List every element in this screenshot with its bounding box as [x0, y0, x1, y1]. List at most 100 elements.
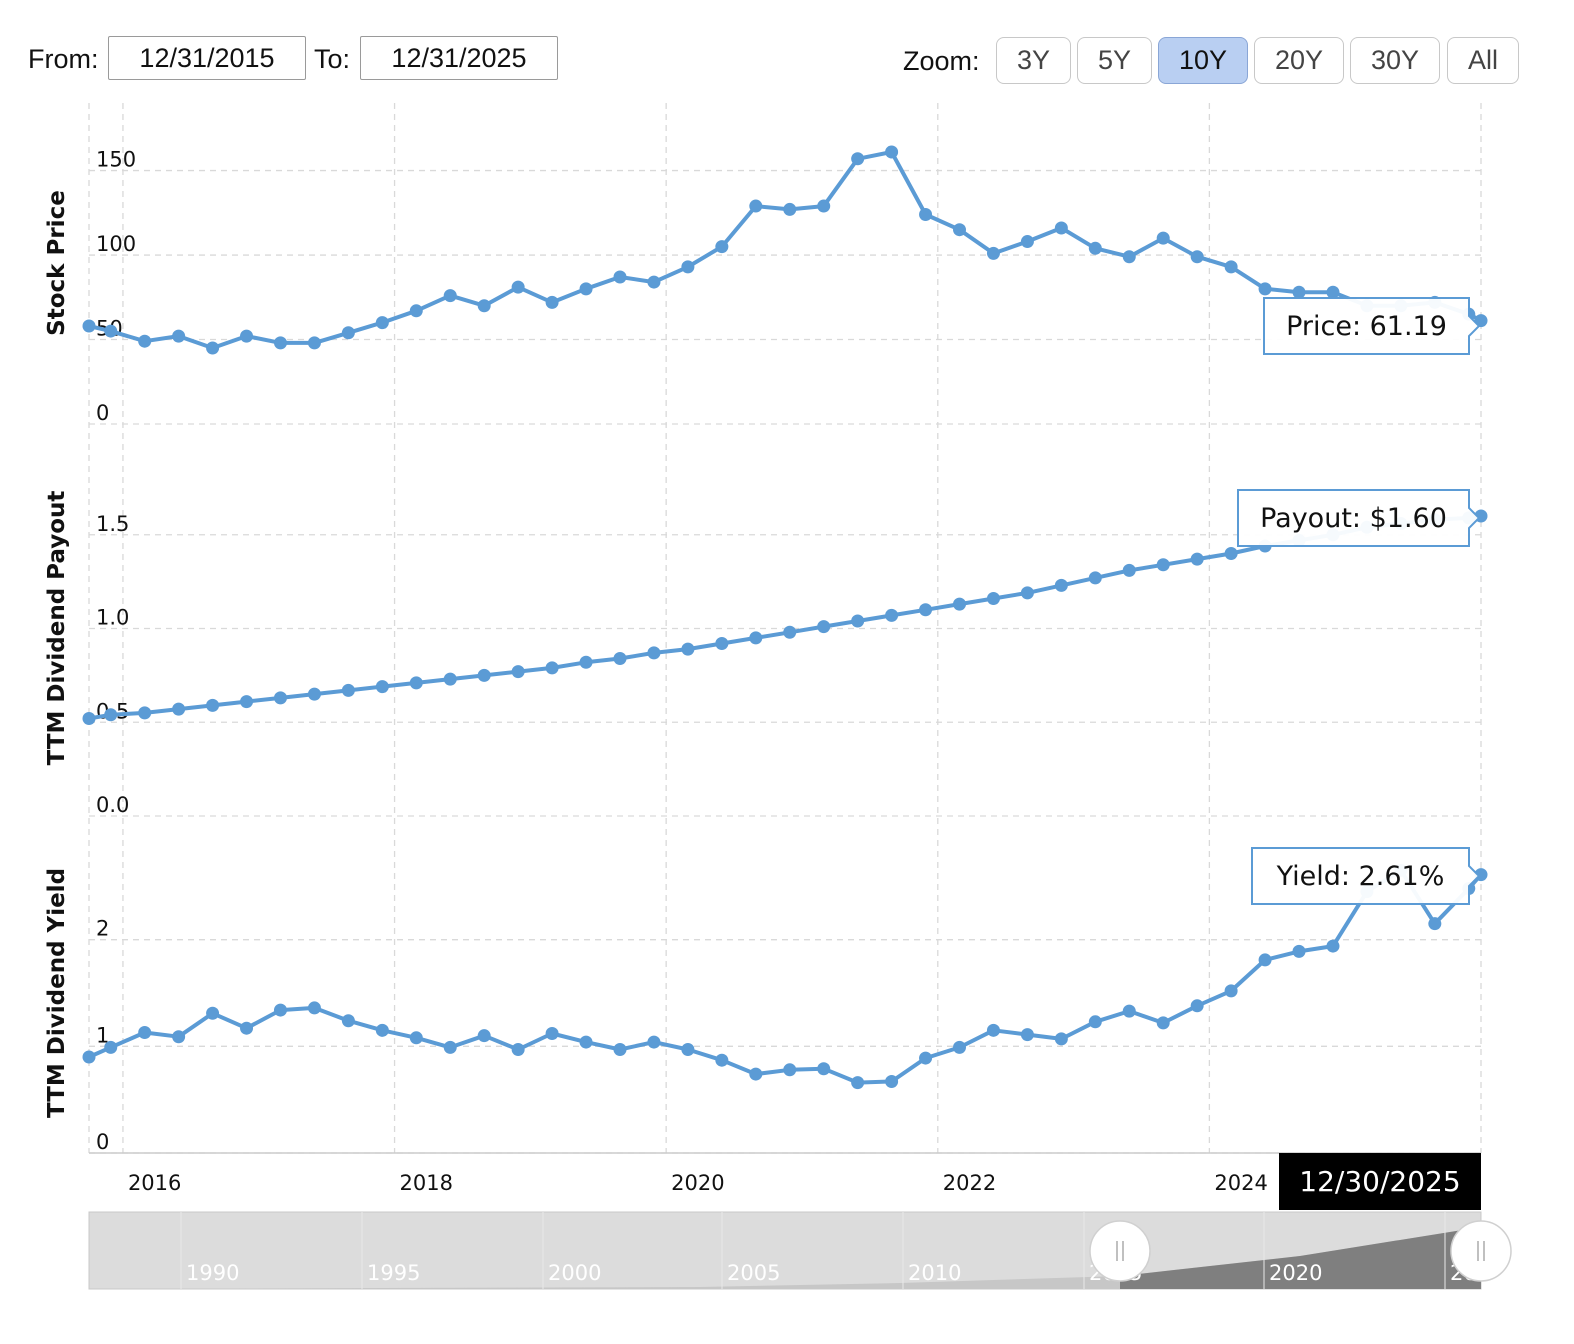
data-point[interactable]	[240, 329, 254, 343]
data-point[interactable]	[681, 1043, 695, 1057]
data-point[interactable]	[206, 698, 220, 712]
data-point[interactable]	[749, 631, 763, 645]
data-point[interactable]	[206, 1006, 220, 1020]
data-point[interactable]	[783, 625, 797, 639]
data-point[interactable]	[1224, 547, 1238, 560]
data-point[interactable]	[749, 199, 763, 213]
data-point[interactable]	[443, 289, 457, 303]
zoom-5y-button[interactable]: 5Y	[1077, 37, 1152, 84]
data-point[interactable]	[409, 304, 423, 318]
data-point[interactable]	[1224, 260, 1238, 274]
data-point[interactable]	[885, 608, 899, 622]
data-point[interactable]	[273, 1003, 287, 1017]
data-point[interactable]	[715, 240, 729, 254]
data-point[interactable]	[1020, 235, 1034, 249]
data-point[interactable]	[1156, 1016, 1170, 1030]
data-point[interactable]	[953, 597, 967, 611]
data-point[interactable]	[986, 592, 1000, 605]
data-point[interactable]	[206, 341, 220, 355]
data-point[interactable]	[240, 1021, 254, 1035]
data-point[interactable]	[817, 1062, 831, 1076]
data-point[interactable]	[511, 1043, 525, 1057]
data-point[interactable]	[986, 1023, 1000, 1037]
to-date-input[interactable]: 12/31/2025	[360, 36, 558, 80]
data-point[interactable]	[409, 1031, 423, 1045]
zoom-3y-button[interactable]: 3Y	[996, 37, 1071, 84]
data-point[interactable]	[953, 223, 967, 237]
data-point[interactable]	[885, 145, 899, 159]
data-point[interactable]	[545, 661, 559, 675]
data-point[interactable]	[1088, 241, 1102, 255]
data-point[interactable]	[715, 637, 729, 650]
data-point[interactable]	[1122, 250, 1136, 264]
data-point[interactable]	[273, 336, 287, 350]
data-point[interactable]	[647, 646, 661, 660]
data-point[interactable]	[1020, 586, 1034, 600]
data-point[interactable]	[307, 1001, 321, 1015]
data-point[interactable]	[953, 1040, 967, 1054]
data-point[interactable]	[1088, 1015, 1102, 1029]
data-point[interactable]	[579, 655, 593, 669]
data-point[interactable]	[1292, 285, 1306, 299]
data-point[interactable]	[647, 275, 661, 289]
data-point[interactable]	[545, 1027, 559, 1041]
data-point[interactable]	[1326, 285, 1340, 299]
data-point[interactable]	[443, 1040, 457, 1054]
zoom-20y-button[interactable]: 20Y	[1254, 37, 1344, 84]
data-point[interactable]	[511, 280, 525, 294]
data-point[interactable]	[375, 316, 389, 330]
data-point[interactable]	[240, 695, 254, 709]
data-point[interactable]	[1190, 250, 1204, 264]
data-point[interactable]	[1224, 984, 1238, 998]
data-point[interactable]	[885, 1075, 899, 1089]
data-point[interactable]	[579, 1035, 593, 1049]
data-point[interactable]	[1258, 953, 1272, 967]
data-point[interactable]	[138, 334, 152, 348]
data-point[interactable]	[477, 668, 491, 682]
data-point[interactable]	[1122, 563, 1136, 577]
data-point[interactable]	[104, 708, 118, 722]
data-point[interactable]	[1088, 571, 1102, 585]
data-point[interactable]	[273, 691, 287, 705]
data-point[interactable]	[851, 1076, 865, 1090]
data-point[interactable]	[443, 672, 457, 686]
data-point[interactable]	[1156, 231, 1170, 245]
data-point[interactable]	[1190, 552, 1204, 566]
data-point[interactable]	[919, 208, 933, 222]
data-point[interactable]	[919, 603, 933, 617]
data-point[interactable]	[477, 299, 491, 313]
data-point[interactable]	[375, 680, 389, 694]
data-point[interactable]	[375, 1023, 389, 1037]
handle-knob[interactable]	[1089, 1220, 1151, 1282]
data-point[interactable]	[545, 295, 559, 309]
data-point[interactable]	[1292, 944, 1306, 958]
data-point[interactable]	[919, 1051, 933, 1065]
data-point[interactable]	[715, 1053, 729, 1067]
data-point[interactable]	[613, 1043, 627, 1057]
data-point[interactable]	[172, 1030, 186, 1044]
data-point[interactable]	[104, 1040, 118, 1054]
from-date-input[interactable]: 12/31/2015	[108, 36, 306, 80]
data-point[interactable]	[1054, 1032, 1068, 1046]
data-point[interactable]	[579, 282, 593, 296]
data-point[interactable]	[1020, 1028, 1034, 1042]
navigator[interactable]: 19901995200020052010201520202025	[88, 1211, 1512, 1290]
data-point[interactable]	[1258, 282, 1272, 296]
data-point[interactable]	[1122, 1004, 1136, 1018]
data-point[interactable]	[104, 324, 118, 338]
data-point[interactable]	[1190, 999, 1204, 1013]
data-point[interactable]	[82, 1050, 96, 1064]
data-point[interactable]	[749, 1067, 763, 1081]
data-point[interactable]	[1326, 939, 1340, 953]
data-point[interactable]	[851, 152, 865, 166]
zoom-30y-button[interactable]: 30Y	[1350, 37, 1440, 84]
data-point[interactable]	[307, 336, 321, 350]
data-point[interactable]	[82, 712, 96, 725]
data-point[interactable]	[138, 1025, 152, 1039]
data-point[interactable]	[613, 270, 627, 284]
data-point[interactable]	[477, 1029, 491, 1043]
data-point[interactable]	[307, 687, 321, 701]
data-point[interactable]	[817, 620, 831, 634]
data-point[interactable]	[986, 246, 1000, 260]
navigator-right-handle[interactable]	[1450, 1220, 1512, 1282]
